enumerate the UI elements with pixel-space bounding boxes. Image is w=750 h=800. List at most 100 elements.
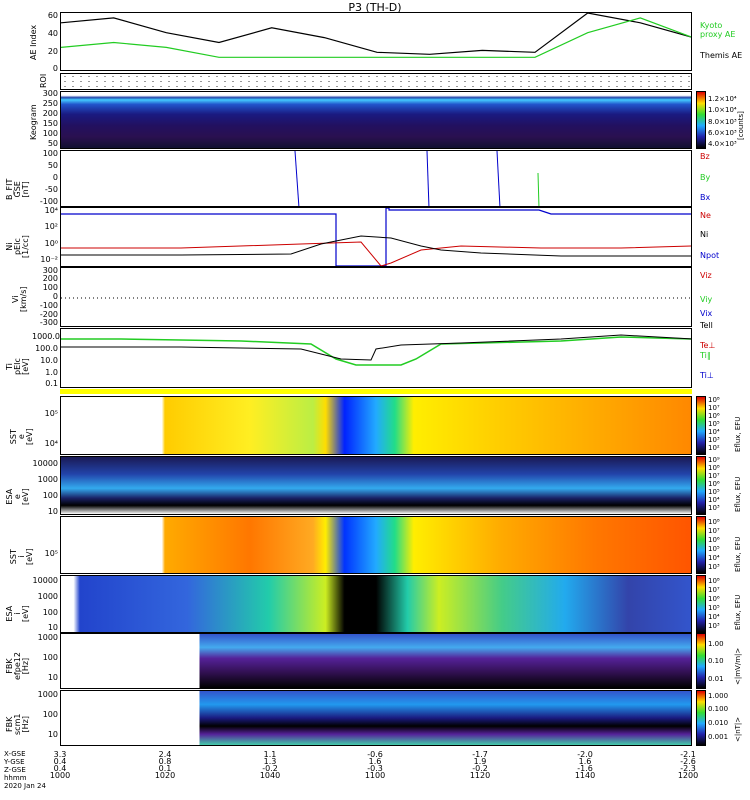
sst-electron-cbar-tick: 10⁶ — [708, 412, 720, 420]
bfit-ytick: -50 — [44, 185, 58, 194]
xaxis-column: -1.7 1.9 -0.2 1120 — [460, 751, 500, 780]
sst-ion-ylabel: SST i [eV] — [9, 548, 34, 565]
temperature-ylabel: Ti pEIc [eV] — [5, 358, 30, 375]
bfit-panel — [60, 150, 692, 207]
xaxis-column: 2.4 0.8 0.1 1020 — [145, 750, 185, 780]
sst-ion-cbar-tick: 10⁸ — [708, 518, 720, 526]
sst-electron-spectrogram — [60, 396, 692, 455]
fbk-e-ytick: 100 — [42, 653, 58, 662]
esa-electron-ytick: 10 — [47, 507, 58, 516]
keogram-ytick: 50 — [47, 139, 58, 148]
fbk-e-cbar-tick: 0.10 — [708, 657, 724, 665]
fbk-e-spectrogram — [60, 633, 692, 689]
xaxis-z-value: -0.3 — [367, 764, 383, 773]
esa-ion-cbar-tick: 10⁸ — [708, 577, 720, 585]
velocity-ytick: -300 — [39, 318, 58, 327]
xaxis-x-value: -2.0 — [577, 750, 593, 759]
fbk-b-ylabel: FBK scm1 [Hz] — [5, 713, 30, 735]
fbk-b-colorbar — [696, 690, 706, 746]
keogram-cbar-unit: [counts] — [737, 111, 745, 140]
velocity-ytick: 300 — [42, 266, 58, 275]
esa-electron-cbar-tick: 10⁷ — [708, 472, 720, 480]
keogram-panel — [60, 91, 692, 149]
xaxis-x-value: -2.1 — [680, 750, 696, 759]
xaxis-x-value: 3.3 — [53, 750, 67, 759]
plot-title: P3 (TH-D) — [348, 1, 402, 14]
xaxis-z-value: 0.4 — [53, 764, 67, 773]
xaxis-z-value: 0.1 — [158, 764, 172, 773]
sst-ion-cbar-tick: 10⁶ — [708, 536, 720, 544]
ae-series-line — [61, 13, 691, 55]
fbk-e-ylabel: FBK efpe12 [Hz] — [5, 652, 30, 680]
fbk-b-ytick: 10 — [47, 730, 58, 739]
fbk-b-ytick: 100 — [42, 710, 58, 719]
velocity-ylabel: Vi [km/s] — [11, 286, 28, 312]
velocity-chart — [61, 297, 691, 299]
legend-viy: Viy — [700, 295, 713, 304]
xaxis-x-value: 2.4 — [158, 750, 172, 759]
temperature-ytick: 100.0 — [35, 344, 58, 353]
esa-electron-cbar-tick: 10⁹ — [708, 456, 720, 464]
temperature-ytick: 0.1 — [45, 379, 58, 388]
legend-npot: Npot — [700, 251, 720, 260]
velocity-ytick: -200 — [39, 310, 58, 319]
esa-electron-cbar-tick: 10⁵ — [708, 488, 720, 496]
sst-ion-cbar-tick: 10⁴ — [708, 554, 720, 562]
sst-ion-cbar-tick: 10⁷ — [708, 527, 720, 535]
ae-ytick: 60 — [47, 11, 58, 20]
sst-electron-ylabel: SST e [eV] — [9, 428, 34, 445]
legend-by: By — [700, 173, 711, 182]
sst-ion-colorbar — [696, 516, 706, 574]
xaxis-x-value: 1.1 — [263, 750, 277, 759]
legend-themis-ae: Themis AE — [700, 51, 743, 60]
roi-panel — [60, 73, 692, 90]
esa-ion-colorbar — [696, 575, 706, 633]
esa-electron-cbar-tick: 10⁶ — [708, 480, 720, 488]
density-ytick: 10² — [44, 222, 58, 231]
esa-ion-ytick: 100 — [42, 608, 58, 617]
density-chart — [61, 208, 691, 266]
xaxis-z-value: -1.6 — [577, 764, 593, 773]
legend-ti-par: Ti∥ — [700, 351, 711, 360]
fbk-e-ytick: 1000 — [37, 633, 58, 642]
legend-tell: Tell — [700, 321, 713, 330]
keogram-colorbar — [696, 91, 706, 149]
bfit-ylabel: B_FIT GSE [nT] — [5, 178, 30, 200]
esa-electron-spectrogram — [60, 456, 692, 515]
xaxis-column: -0.6 1.6 -0.3 1100 — [355, 751, 395, 780]
sst-electron-cbar-tick: 10⁷ — [708, 404, 720, 412]
sst-ion-cbar-unit: Eflux, EFU — [734, 536, 742, 572]
legend-bx: Bx — [700, 193, 711, 202]
esa-electron-ytick: 1000 — [37, 475, 58, 484]
legend-te-perp: Te⊥ — [700, 341, 716, 350]
esa-ion-ytick: 10000 — [32, 576, 58, 585]
sst-ion-cbar-tick: 10³ — [708, 563, 720, 571]
fbk-e-cbar-unit: <|mV/m|> — [734, 647, 742, 685]
sst-electron-ytick: 10⁵ — [44, 409, 58, 418]
keogram-ytick: 200 — [42, 109, 58, 118]
fbk-b-cbar-tick: 0.100 — [708, 705, 729, 713]
sst-electron-cbar-unit: Eflux, EFU — [734, 416, 742, 452]
keogram-cbar-tick: 6.0×10³ — [708, 129, 737, 137]
legend-kyoto: Kyoto — [700, 21, 723, 30]
esa-ion-cbar-tick: 10⁶ — [708, 595, 720, 603]
xaxis-y-value: 1.6 — [368, 757, 382, 766]
velocity-ytick: 100 — [42, 283, 58, 292]
xaxis-z-value: -0.2 — [472, 764, 488, 773]
legend-vix: Vix — [700, 309, 713, 318]
ae-index-panel — [60, 12, 692, 71]
bfit-ytick: 0 — [52, 173, 58, 182]
sst-electron-cbar-tick: 10³ — [708, 436, 720, 444]
esa-ion-cbar-tick: 10⁷ — [708, 586, 720, 594]
keogram-ytick: 300 — [42, 89, 58, 98]
xaxis-y-value: 0.8 — [158, 757, 172, 766]
ae-ytick: 40 — [47, 29, 58, 38]
fbk-e-colorbar — [696, 633, 706, 689]
xaxis-z-value: -0.2 — [262, 764, 278, 773]
esa-ion-cbar-tick: 10³ — [708, 622, 720, 630]
fbk-b-cbar-tick: 1.000 — [708, 692, 729, 700]
velocity-panel — [60, 267, 692, 327]
bfit-chart — [294, 151, 540, 206]
esa-ion-ylabel: ESA i [eV] — [5, 605, 30, 622]
ae-series-line — [61, 17, 691, 58]
